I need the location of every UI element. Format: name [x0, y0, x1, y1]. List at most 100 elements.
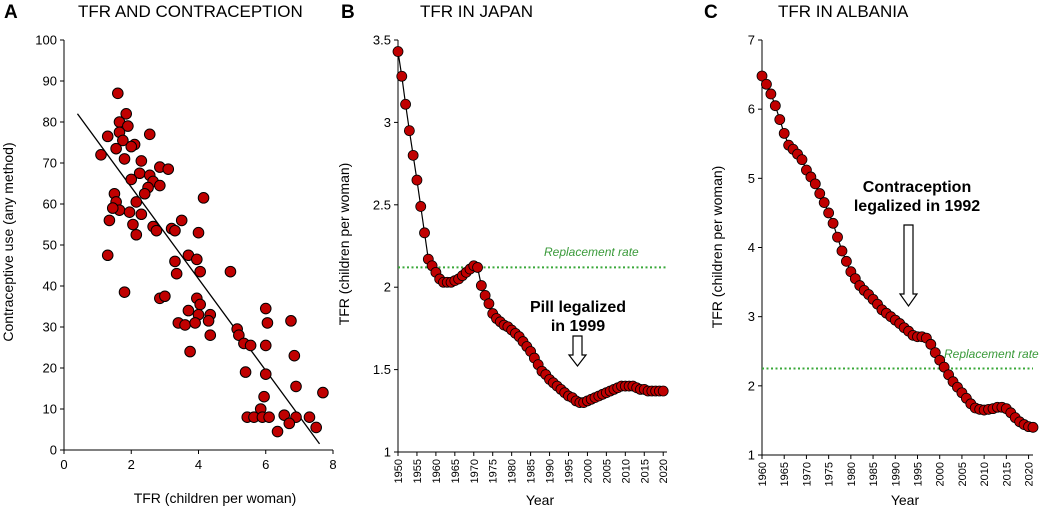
- panel-c-y-tick-label: 4: [748, 240, 755, 255]
- panel-c-x-tick-label: 1985: [868, 462, 880, 486]
- data-point: [415, 201, 427, 212]
- panel-b-x-tick-label: 1965: [450, 459, 462, 483]
- panel-a-x-axis-label: TFR (children per woman): [134, 490, 297, 506]
- panel-a-y-tick-label: 70: [43, 156, 57, 171]
- scatter-point: [244, 339, 257, 352]
- data-point: [483, 298, 495, 310]
- panel-b-x-tick-label: 2005: [601, 459, 613, 483]
- scatter-point: [120, 108, 133, 120]
- scatter-point: [103, 214, 116, 227]
- scatter-point: [259, 368, 272, 380]
- panel-c-x-tick-label: 2005: [957, 462, 969, 486]
- data-point: [778, 127, 790, 139]
- scatter-point: [194, 265, 206, 278]
- panel-b-y-tick-label: 1.5: [373, 362, 391, 377]
- scatter-point: [130, 228, 143, 241]
- scatter-point: [288, 349, 301, 362]
- panel-c-letter: C: [704, 2, 718, 23]
- scatter-point: [197, 192, 210, 204]
- data-point: [774, 114, 786, 125]
- scatter-point: [271, 425, 284, 438]
- data-point: [419, 227, 430, 239]
- panel-a-y-tick-label: 0: [50, 443, 57, 458]
- panel-a-x-tick-label: 0: [60, 457, 67, 472]
- scatter-point: [169, 255, 181, 268]
- scatter-point: [127, 218, 139, 231]
- data-point: [475, 280, 487, 291]
- panel-a-x-tick-label: 2: [128, 457, 135, 472]
- panel-a-y-tick-label: 60: [43, 197, 57, 212]
- scatter-point: [261, 317, 274, 329]
- panel-a: A TFR AND CONTRACEPTION TFR (children pe…: [0, 2, 337, 506]
- scatter-point: [110, 142, 122, 155]
- panel-b-title: TFR IN JAPAN: [420, 2, 533, 21]
- panel-c-y-tick-label: 6: [748, 102, 755, 117]
- panel-a-letter: A: [4, 2, 18, 23]
- scatter-point: [290, 380, 302, 393]
- scatter-point: [184, 345, 196, 358]
- scatter-point: [122, 120, 134, 132]
- panel-b-annotation-line2: in 1999: [551, 318, 605, 335]
- panel-a-y-tick-label: 90: [43, 74, 57, 89]
- panel-b-annotation-arrow: [567, 335, 588, 367]
- panel-c-x-tick-label: 1960: [757, 462, 769, 486]
- panel-a-y-tick-label: 100: [35, 33, 57, 48]
- panel-b-x-tick-label: 1985: [526, 459, 538, 483]
- panel-c-series-line: [761, 75, 1034, 428]
- data-point: [472, 262, 483, 273]
- scatter-point: [118, 153, 131, 165]
- scatter-point: [123, 206, 136, 218]
- panel-b-replacement-label: Replacement rate: [544, 245, 639, 259]
- panel-a-trendline: [76, 113, 321, 445]
- scatter-point: [118, 286, 131, 298]
- panel-b-x-axis-label: Year: [526, 492, 555, 508]
- data-point: [836, 245, 848, 257]
- panel-b-y-axis-label: TFR (children per woman): [336, 163, 352, 326]
- panel-a-y-tick-label: 20: [43, 361, 57, 376]
- panel-b-x-tick-label: 1960: [431, 459, 443, 483]
- data-point: [827, 217, 839, 229]
- panel-a-y-tick-label: 40: [43, 279, 57, 294]
- scatter-point: [135, 208, 148, 221]
- panel-c-x-tick-label: 1980: [846, 462, 858, 486]
- panel-c-x-tick-label: 1970: [801, 462, 813, 486]
- scatter-point: [259, 302, 272, 315]
- panel-a-y-tick-label: 80: [43, 115, 57, 130]
- scatter-point: [194, 298, 206, 311]
- panel-c-annotation-arrow: [898, 224, 919, 308]
- scatter-point: [317, 386, 329, 399]
- data-point: [769, 100, 781, 112]
- panel-c: C TFR IN ALBANIA Year TFR (children per …: [704, 2, 1039, 508]
- scatter-point: [285, 315, 297, 327]
- panel-b-y-tick-label: 2: [384, 280, 391, 295]
- scatter-point: [182, 304, 195, 317]
- data-point: [407, 149, 419, 161]
- panel-b-x-tick-label: 1980: [507, 459, 519, 483]
- scatter-point: [125, 173, 138, 186]
- panel-c-x-tick-label: 2000: [935, 462, 947, 486]
- panel-c-x-axis-label: Year: [891, 492, 920, 508]
- panel-a-y-tick-label: 10: [43, 402, 57, 417]
- panel-b-letter: B: [341, 2, 355, 23]
- panel-a-x-tick-label: 6: [262, 457, 269, 472]
- data-point: [411, 174, 423, 186]
- panel-c-annotation-line2: legalized in 1992: [854, 198, 980, 215]
- scatter-point: [150, 224, 163, 237]
- scatter-point: [106, 202, 119, 214]
- scatter-point: [175, 214, 188, 227]
- data-point: [796, 154, 808, 166]
- data-point: [1027, 421, 1039, 433]
- scatter-point: [101, 249, 114, 262]
- data-point: [400, 98, 411, 110]
- scatter-point: [202, 315, 215, 327]
- scatter-point: [239, 366, 252, 378]
- scatter-point: [135, 155, 148, 167]
- panel-b-x-tick-label: 1975: [488, 459, 500, 483]
- panel-b-x-tick-label: 2010: [620, 459, 632, 483]
- scatter-point: [303, 411, 316, 424]
- panel-b-x-tick-label: 1970: [469, 459, 481, 483]
- panel-c-x-tick-label: 1990: [890, 462, 902, 486]
- scatter-point: [310, 421, 322, 434]
- panel-c-x-tick-label: 2020: [1024, 462, 1036, 486]
- panel-b: B TFR IN JAPAN Year TFR (children per wo…: [336, 2, 670, 508]
